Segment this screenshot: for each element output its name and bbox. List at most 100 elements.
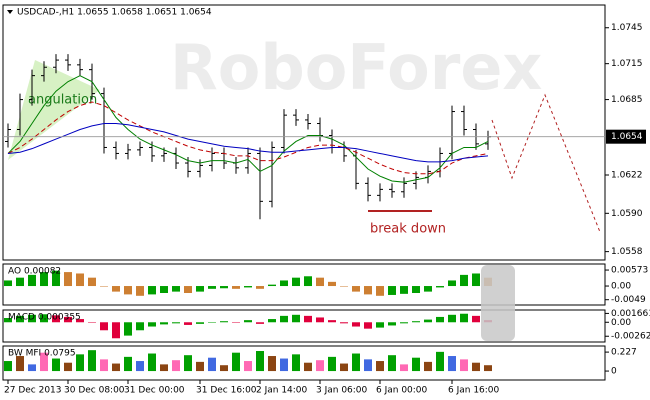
histogram-bar bbox=[328, 320, 336, 323]
histogram-bar bbox=[40, 352, 48, 372]
histogram-bar bbox=[232, 352, 240, 372]
histogram-bar bbox=[376, 322, 384, 328]
histogram-bar bbox=[352, 322, 360, 327]
histogram-bar bbox=[424, 361, 432, 372]
histogram-bar bbox=[340, 286, 348, 287]
x-tick-label: 6 Jan 00:00 bbox=[376, 386, 428, 396]
panel-frame bbox=[2, 263, 606, 306]
histogram-bar bbox=[88, 350, 96, 372]
moving-average bbox=[7, 101, 489, 175]
x-tick-label: 2 Jan 14:00 bbox=[256, 386, 308, 396]
y-tick-label: 1.0590 bbox=[611, 209, 643, 219]
histogram-bar bbox=[400, 364, 408, 372]
histogram-bar bbox=[376, 286, 384, 296]
histogram-bar bbox=[28, 274, 36, 287]
histogram-bar bbox=[292, 354, 300, 372]
histogram-bar bbox=[268, 356, 276, 372]
histogram-bar bbox=[268, 284, 276, 287]
histogram-bar bbox=[136, 361, 144, 372]
histogram-bar bbox=[484, 365, 492, 372]
y-tick-label: 1.0558 bbox=[611, 247, 643, 257]
histogram-bar bbox=[172, 322, 180, 324]
histogram-bar bbox=[52, 358, 60, 372]
histogram-bar bbox=[340, 363, 348, 372]
angulation-area bbox=[8, 60, 100, 160]
histogram-bar bbox=[328, 356, 336, 372]
histogram-bar bbox=[244, 286, 252, 288]
histogram-bar bbox=[448, 280, 456, 287]
x-tick-label: 3 Jan 06:00 bbox=[316, 386, 368, 396]
moving-average bbox=[7, 123, 489, 163]
histogram-bar bbox=[124, 286, 132, 295]
histogram-bar bbox=[448, 356, 456, 372]
y-tick-label: 0.227 bbox=[611, 348, 637, 358]
histogram-bar bbox=[4, 280, 12, 287]
histogram-bar bbox=[52, 270, 60, 287]
histogram-bar bbox=[436, 351, 444, 372]
last-price-label: 1.0654 bbox=[611, 132, 643, 142]
y-tick-label: 1.0685 bbox=[611, 95, 643, 105]
histogram-bar bbox=[124, 322, 132, 336]
histogram-bar bbox=[100, 286, 108, 287]
histogram-bar bbox=[280, 315, 288, 323]
histogram-bar bbox=[460, 359, 468, 372]
histogram-bar bbox=[64, 362, 72, 372]
histogram-bar bbox=[16, 356, 24, 372]
histogram-bar bbox=[292, 277, 300, 287]
histogram-bar bbox=[376, 361, 384, 372]
histogram-bar bbox=[316, 277, 324, 287]
panel-frame bbox=[2, 4, 606, 261]
histogram-bar bbox=[280, 280, 288, 287]
histogram-bar bbox=[208, 357, 216, 372]
histogram-bar bbox=[232, 286, 240, 289]
histogram-bar bbox=[424, 286, 432, 292]
y-tick-label: 0 bbox=[611, 367, 617, 377]
x-tick-label: 30 Dec 08:00 bbox=[64, 386, 125, 396]
histogram-bar bbox=[412, 321, 420, 323]
y-tick-label: 1.0622 bbox=[611, 171, 643, 181]
x-tick-label: 27 Dec 2013 bbox=[4, 386, 62, 396]
histogram-bar bbox=[4, 318, 12, 323]
histogram-bar bbox=[328, 281, 336, 287]
last-price-box bbox=[606, 129, 646, 144]
histogram-bar bbox=[340, 322, 348, 324]
histogram-bar bbox=[172, 360, 180, 372]
histogram-bar bbox=[16, 277, 24, 287]
x-tick-label: 31 Dec 16:00 bbox=[196, 386, 257, 396]
histogram-bar bbox=[112, 286, 120, 292]
histogram-bar bbox=[316, 317, 324, 323]
histogram-bar bbox=[16, 315, 24, 323]
histogram-bar bbox=[364, 286, 372, 295]
histogram-bar bbox=[244, 320, 252, 323]
histogram-bar bbox=[160, 286, 168, 294]
histogram-bar bbox=[256, 286, 264, 289]
panel-title: MACD 0.000355 bbox=[8, 313, 81, 323]
histogram-bar bbox=[244, 361, 252, 372]
histogram-bar bbox=[136, 322, 144, 331]
histogram-bar bbox=[100, 359, 108, 372]
histogram-bar bbox=[472, 362, 480, 372]
histogram-bar bbox=[256, 351, 264, 372]
y-tick-label: 0.00 bbox=[611, 282, 631, 292]
histogram-bar bbox=[436, 316, 444, 323]
histogram-bar bbox=[112, 363, 120, 372]
histogram-bar bbox=[148, 353, 156, 372]
highlight bbox=[481, 265, 515, 341]
forecast-line bbox=[491, 93, 601, 233]
histogram-bar bbox=[400, 286, 408, 294]
histogram-bar bbox=[88, 277, 96, 287]
x-tick-label: 6 Jan 16:00 bbox=[448, 386, 500, 396]
histogram-bar bbox=[196, 286, 204, 292]
histogram-bar bbox=[148, 286, 156, 295]
x-tick-label: 31 Dec 00:00 bbox=[124, 386, 185, 396]
histogram-bar bbox=[472, 315, 480, 323]
histogram-bar bbox=[28, 314, 36, 323]
histogram-bar bbox=[64, 316, 72, 323]
chart-title: USDCAD-,H1 1.0655 1.0658 1.0651 1.0654 bbox=[17, 8, 212, 18]
histogram-bar bbox=[52, 315, 60, 323]
y-tick-label: 0.001661 bbox=[611, 309, 650, 319]
histogram-bar bbox=[388, 286, 396, 295]
y-tick-label: 0.00 bbox=[611, 318, 631, 328]
y-tick-label: 0.00573 bbox=[611, 266, 648, 276]
